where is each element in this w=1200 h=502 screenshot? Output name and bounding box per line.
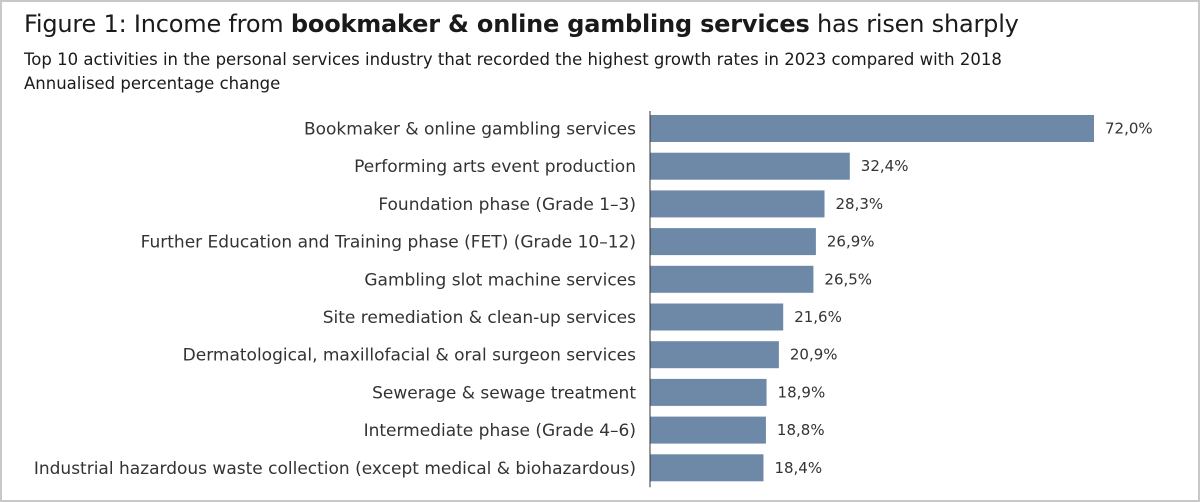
chart-title-prefix: Figure 1: Income from [24,10,291,38]
bar [650,341,779,369]
category-label: Foundation phase (Grade 1–3) [378,195,636,215]
data-label: 26,9% [827,233,875,251]
category-label: Site remediation & clean-up services [323,308,636,328]
chart-unit-label: Annualised percentage change [24,74,281,93]
bar [650,228,816,256]
category-label: Bookmaker & online gambling services [304,120,636,140]
data-label: 20,9% [790,346,838,364]
bar [650,152,850,180]
data-label: 72,0% [1105,120,1153,138]
data-label: 26,5% [824,270,872,288]
category-label: Industrial hazardous waste collection (e… [34,459,636,479]
bar [650,190,825,218]
data-label: 28,3% [836,195,884,213]
bar [650,378,767,406]
chart-subtitle: Top 10 activities in the personal servic… [24,50,1002,69]
category-label: Dermatological, maxillofacial & oral sur… [183,346,636,366]
data-label: 18,9% [778,383,826,401]
category-label: Intermediate phase (Grade 4–6) [364,421,636,441]
chart-title-suffix: has risen sharply [809,10,1019,38]
bar [650,115,1094,142]
bar [650,303,784,331]
chart-title-bold: bookmaker & online gambling services [290,10,810,38]
category-label: Performing arts event production [354,157,636,177]
category-label: Further Education and Training phase (FE… [141,233,636,253]
data-label: 18,4% [774,459,822,477]
data-label: 18,8% [777,421,825,439]
data-label: 21,6% [794,308,842,326]
bar [650,454,764,482]
category-label: Sewerage & sewage treatment [372,383,636,403]
data-label: 32,4% [861,157,909,175]
chart-title: Figure 1: Income from bookmaker & online… [24,10,1019,38]
bar [650,265,814,293]
category-label: Gambling slot machine services [364,270,636,290]
bar [650,416,766,444]
